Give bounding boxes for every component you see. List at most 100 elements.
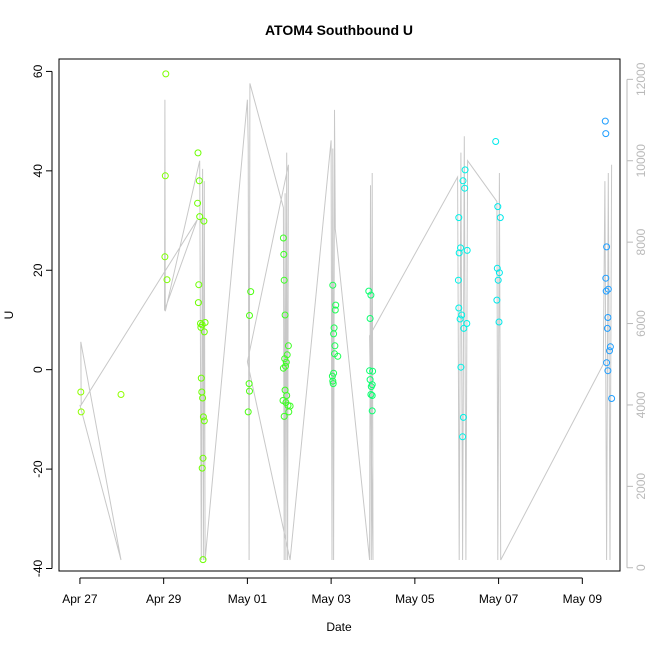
data-point [280,412,288,420]
data-point [283,392,291,399]
x-tick-label: May 09 [563,592,603,606]
data-point [493,264,501,272]
data-point [367,391,375,398]
data-point [366,367,374,375]
data-point [329,380,337,388]
data-point [329,281,337,289]
y-tick-label: 0 [31,366,45,373]
y2-tick-label: 4000 [634,391,648,418]
y2-tick-label: 10000 [634,144,648,178]
chart-title: ATOM4 Southbound U [265,22,413,38]
data-point [201,319,209,326]
y-tick-label: 40 [31,164,45,178]
data-point [367,383,375,391]
data-point [494,276,502,284]
data-point [282,358,290,366]
data-point [463,320,471,327]
data-point [280,276,288,284]
data-point [162,70,170,78]
data-point [194,149,202,157]
data-point [279,234,287,242]
data-point [606,343,614,351]
plot-frame [58,58,621,572]
data-point [279,364,287,372]
data-point [455,304,463,312]
data-point [603,243,611,251]
data-point [195,177,203,185]
x-tick-label: May 07 [479,592,519,606]
x-tick-label: May 01 [228,592,268,606]
data-point [365,287,373,295]
plot-layer-points [77,70,616,564]
data-point [330,330,338,338]
data-point [492,138,500,145]
x-tick-label: May 03 [311,592,351,606]
data-point [608,395,616,402]
data-point [198,464,206,472]
data-point [197,374,205,382]
data-point [603,359,611,367]
data-point [331,342,339,350]
data-point [604,285,612,293]
data-point [334,352,342,360]
data-point [463,246,471,254]
data-point [194,299,202,307]
data-point [459,433,467,441]
data-point [77,408,85,416]
x-axis-label: Date [326,620,352,634]
data-point [495,269,503,277]
data-point [602,274,610,282]
data-point [195,281,203,289]
data-point [285,408,293,416]
data-point [458,311,466,319]
data-point [455,214,463,222]
y-tick-label: -20 [31,460,45,478]
data-point [456,315,464,323]
data-point [247,288,255,296]
data-point [199,394,207,402]
data-point [496,214,504,222]
data-point [199,413,207,421]
data-point [246,387,253,395]
data-point [367,291,375,299]
data-point [77,388,85,396]
data-point [494,203,502,211]
data-point [602,287,610,295]
depth-series-line [79,83,613,561]
data-point [199,454,207,462]
data-point [606,347,613,355]
data-point [161,253,169,261]
data-point [329,377,337,385]
y2-tick-label: 6000 [634,310,648,337]
y-axis: -40 -20 0 20 40 60 [31,64,53,577]
y2-tick-label: 12000 [634,62,648,96]
data-point [197,320,204,327]
x-tick-label: May 05 [395,592,435,606]
data-point [196,213,204,221]
data-point [368,407,376,415]
y-tick-label: 20 [31,263,45,277]
data-point [461,184,469,192]
data-point [246,312,253,319]
data-point [200,417,208,425]
data-point [194,199,202,207]
data-point [602,130,610,138]
y-tick-label: 60 [31,64,45,78]
data-point [200,217,208,225]
y2-tick-label: 8000 [634,228,648,255]
y-axis-label: U [2,311,16,320]
data-point [244,408,252,416]
data-point [281,355,289,363]
data-point [457,244,464,252]
data-point [200,328,208,336]
data-point [163,276,171,284]
data-point [328,372,336,380]
data-point [495,318,503,326]
y2-axis: 0 2000 4000 6000 8000 10000 12000 [626,62,648,571]
plot-layer-depth [79,83,613,561]
x-tick-label: Apr 27 [62,592,98,606]
data-point [366,315,374,322]
data-point [604,367,612,375]
data-point [332,301,340,309]
